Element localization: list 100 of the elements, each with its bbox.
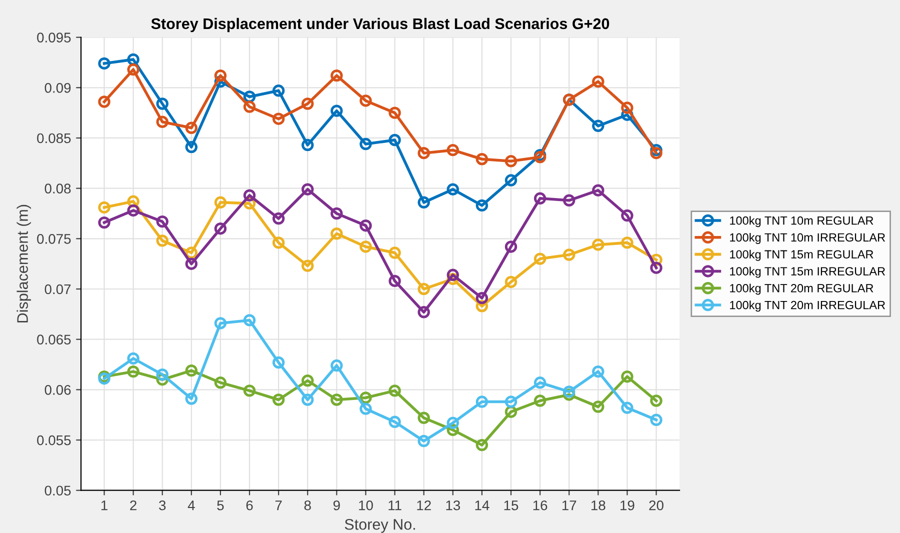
point <box>185 140 198 154</box>
legend-label: 100kg TNT 10m REGULAR <box>730 216 874 228</box>
point <box>243 189 256 202</box>
point <box>446 416 459 430</box>
point <box>446 144 459 156</box>
point <box>592 75 604 88</box>
point <box>330 228 343 240</box>
point <box>562 386 576 398</box>
point <box>330 207 343 220</box>
point <box>476 292 488 304</box>
point <box>214 222 227 235</box>
point <box>214 317 227 330</box>
point <box>418 434 430 448</box>
point <box>504 396 518 408</box>
point <box>272 236 285 249</box>
x-tick-label: 15 <box>504 500 518 510</box>
point <box>214 196 227 209</box>
point <box>446 183 459 196</box>
point <box>534 376 546 389</box>
point <box>650 414 662 426</box>
point <box>243 314 256 326</box>
point <box>302 183 314 196</box>
point <box>302 98 314 110</box>
point <box>476 153 488 166</box>
legend-label: 100kg TNT 15m REGULAR <box>730 250 874 261</box>
point <box>562 194 576 207</box>
y-tick-label: 0.095 <box>37 32 71 42</box>
y-tick-label: 0.065 <box>37 334 71 345</box>
point <box>650 262 662 274</box>
point <box>534 394 546 407</box>
point <box>388 384 401 397</box>
point <box>621 402 634 414</box>
point <box>243 384 256 397</box>
x-tick-label: 8 <box>304 500 311 510</box>
x-tick-label: 14 <box>475 500 490 510</box>
x-tick-label: 18 <box>591 500 606 510</box>
point <box>127 365 140 378</box>
point <box>272 212 285 225</box>
point <box>156 368 168 381</box>
point <box>302 260 314 272</box>
point <box>388 134 401 146</box>
x-tick-label: 10 <box>359 500 373 510</box>
point <box>302 394 314 406</box>
x-tick-label: 6 <box>246 500 253 510</box>
point <box>214 69 227 82</box>
x-tick-label: 2 <box>130 500 136 510</box>
y-tick-label: 0.07 <box>44 284 71 294</box>
point <box>156 215 168 228</box>
x-tick-label: 17 <box>562 500 576 510</box>
point <box>272 356 285 369</box>
point <box>592 184 604 196</box>
point <box>562 248 576 261</box>
point <box>330 359 343 372</box>
legend-label: 100kg TNT 10m IRREGULAR <box>730 232 886 244</box>
x-tick-label: 9 <box>333 500 340 510</box>
point <box>621 370 634 383</box>
point <box>650 146 662 160</box>
y-tick-label: 0.05 <box>44 486 71 496</box>
point <box>98 201 110 214</box>
point <box>621 102 634 114</box>
point <box>388 416 401 428</box>
point <box>127 63 140 76</box>
point <box>360 240 372 253</box>
point <box>98 57 110 70</box>
x-tick-label: 4 <box>188 500 195 510</box>
point <box>592 400 604 413</box>
point <box>504 155 518 168</box>
point <box>156 234 168 247</box>
point <box>98 96 110 108</box>
point <box>650 394 662 407</box>
point <box>388 246 401 259</box>
x-tick-label: 20 <box>649 500 664 510</box>
point <box>418 146 430 160</box>
x-axis-title: Storey No. <box>344 518 415 533</box>
x-tick-label: 19 <box>620 500 634 510</box>
point <box>534 192 546 205</box>
point <box>302 138 314 152</box>
y-tick-label: 0.075 <box>37 234 71 244</box>
point <box>243 100 256 113</box>
x-tick-label: 1 <box>101 500 108 510</box>
legend-label: 100kg TNT 20m REGULAR <box>730 284 874 295</box>
point <box>127 204 140 217</box>
point <box>156 98 168 110</box>
point <box>476 396 488 408</box>
y-tick-label: 0.06 <box>44 385 71 395</box>
point <box>330 69 343 82</box>
point <box>330 104 343 117</box>
point <box>185 246 198 259</box>
point <box>185 364 198 377</box>
y-tick-label: 0.085 <box>37 133 71 144</box>
point <box>272 112 285 125</box>
point <box>98 216 110 229</box>
point <box>446 268 459 282</box>
y-tick-label: 0.09 <box>44 82 71 93</box>
x-tick-label: 11 <box>388 500 402 510</box>
point <box>185 258 198 270</box>
point <box>621 236 634 249</box>
point <box>621 209 634 222</box>
y-tick-label: 0.08 <box>44 184 71 194</box>
point <box>592 120 604 132</box>
